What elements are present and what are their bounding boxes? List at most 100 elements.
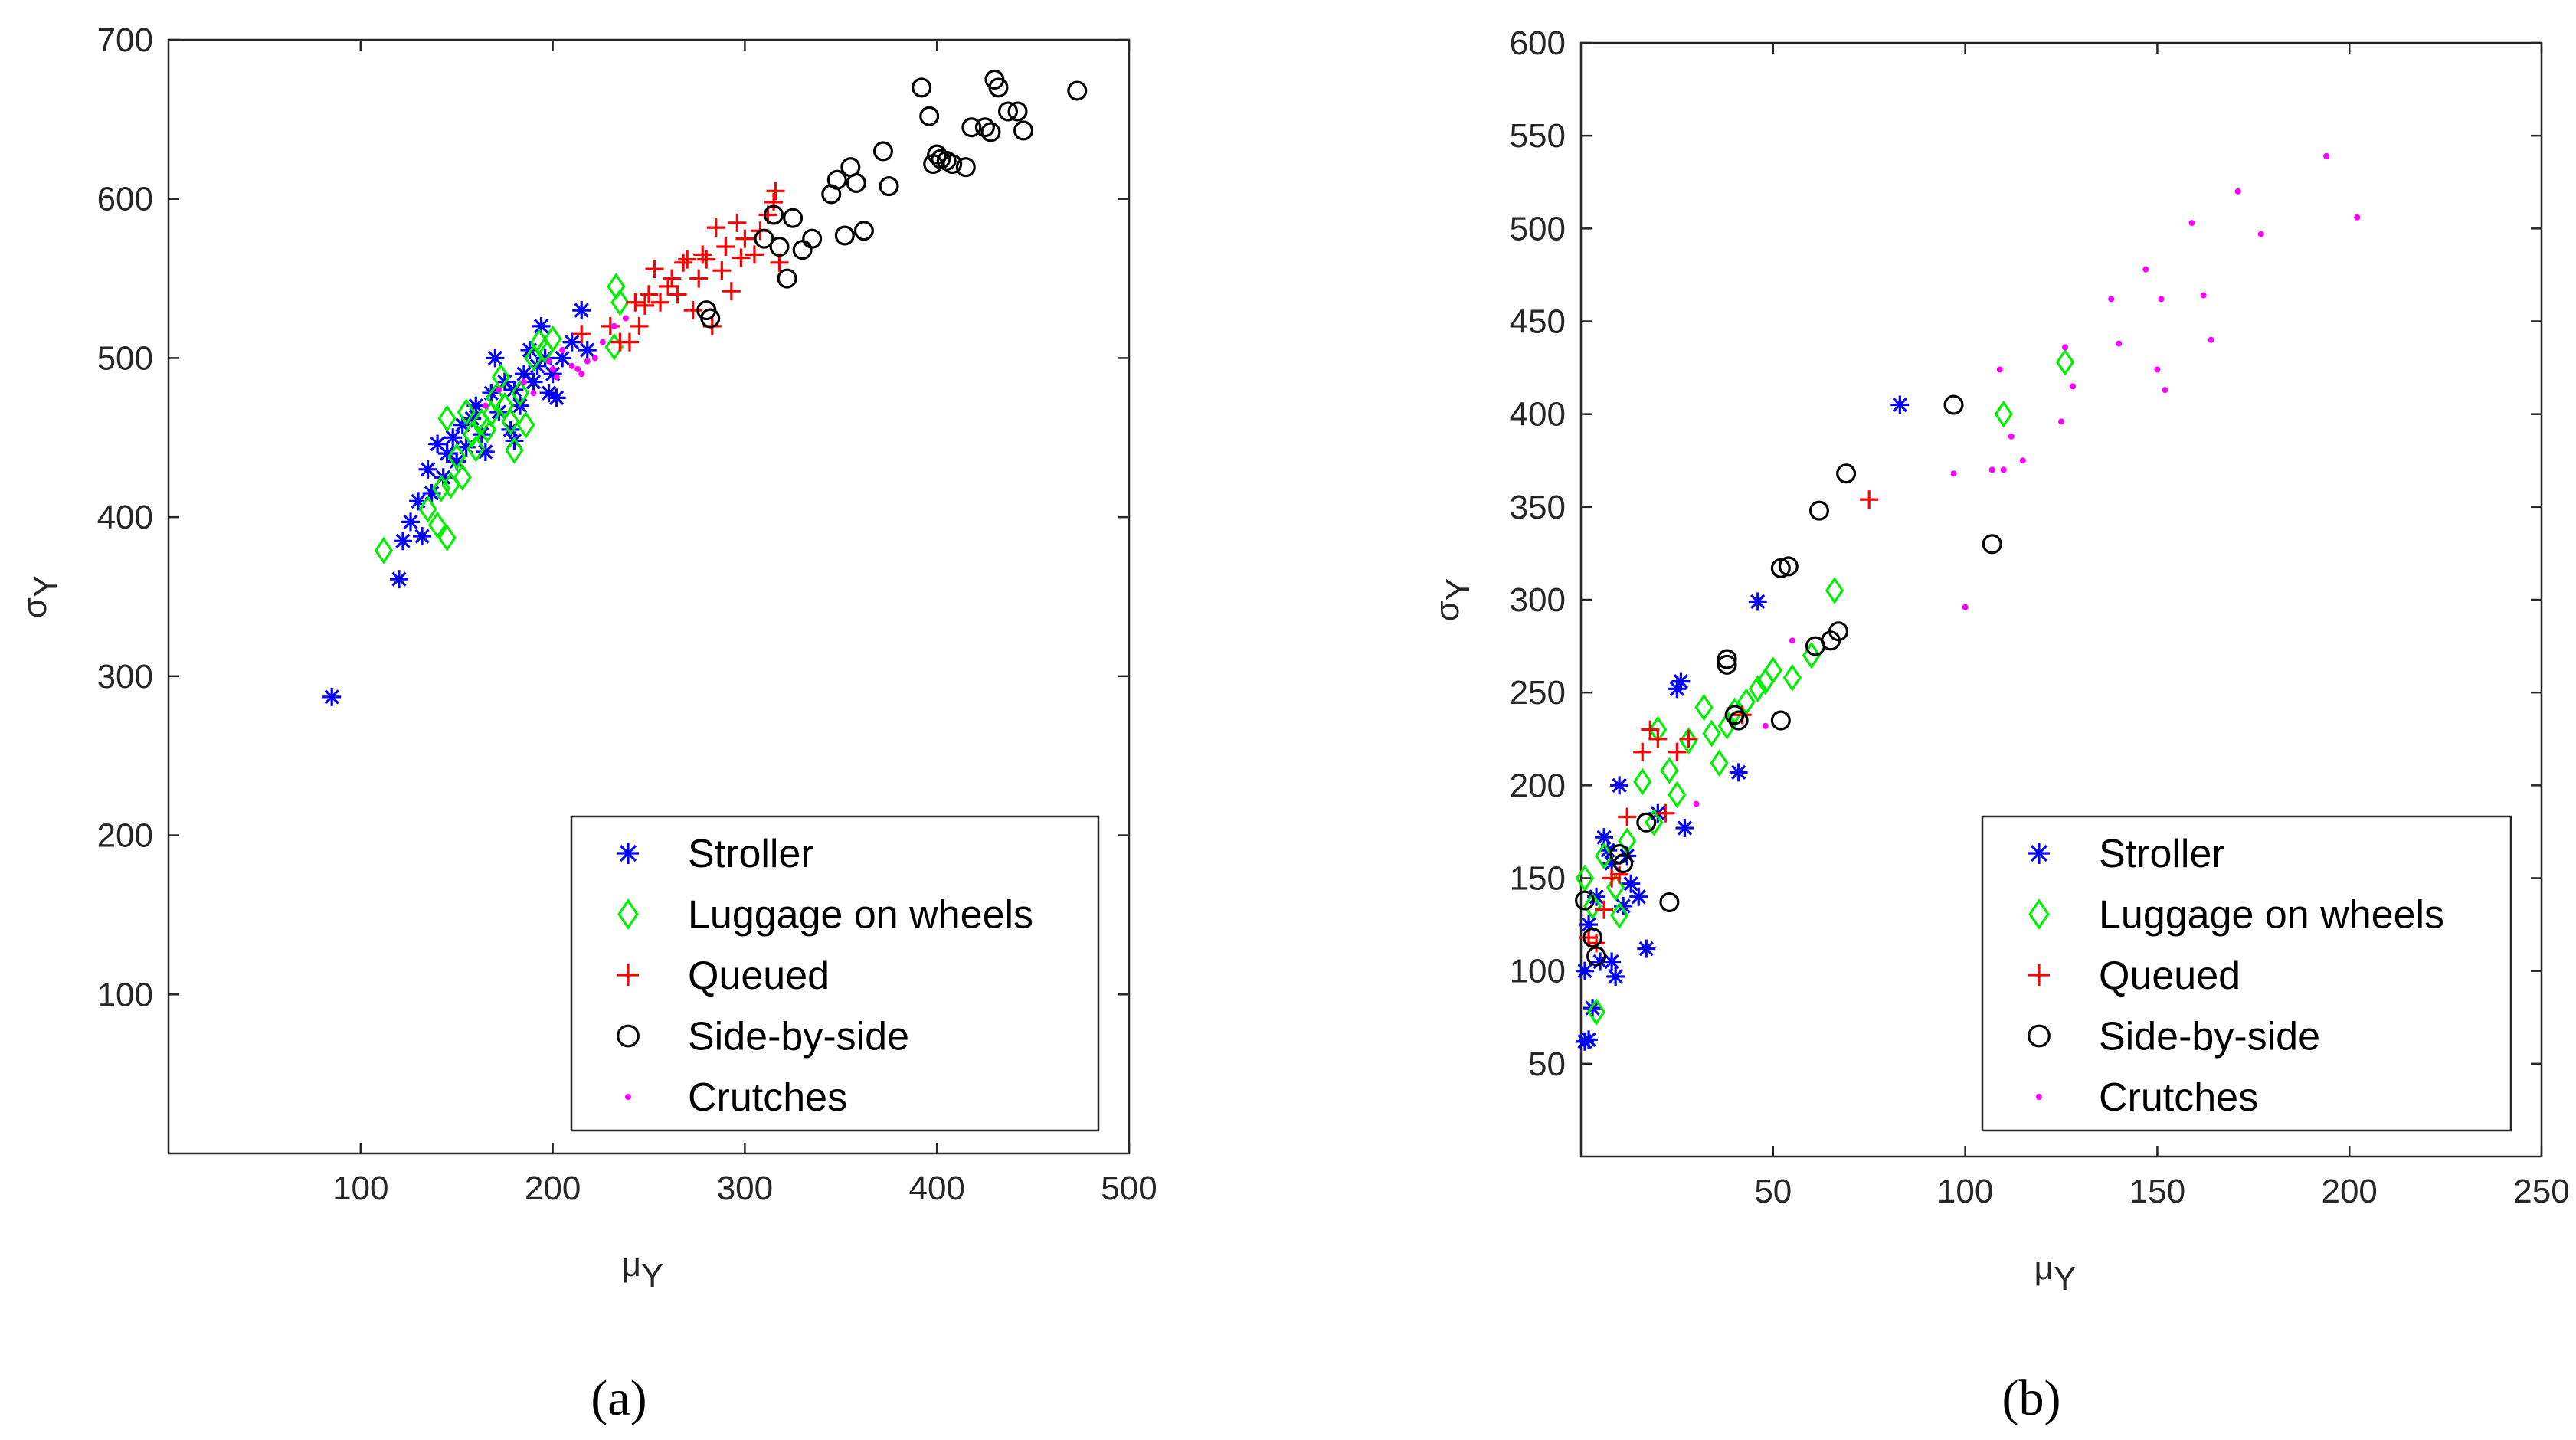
data-point: [572, 301, 591, 320]
data-point: [1668, 781, 1687, 809]
data-point: [545, 358, 552, 365]
data-point: [418, 495, 437, 523]
legend-box: [570, 815, 1100, 1132]
data-point: [1982, 534, 2002, 555]
series-queued: [572, 182, 789, 352]
data-point: [476, 442, 495, 461]
legend-marker: [617, 898, 639, 930]
x-tick-label: 200: [2321, 1173, 2377, 1210]
data-point: [1943, 394, 1964, 415]
data-point: [1736, 688, 1756, 716]
data-point: [980, 122, 1001, 142]
x-tick-label: 400: [908, 1170, 964, 1207]
data-point: [802, 228, 823, 249]
data-point: [457, 398, 476, 426]
legend-label: Crutches: [2099, 1075, 2258, 1120]
data-point: [553, 374, 560, 381]
data-point: [427, 511, 447, 539]
legend-label: Stroller: [2099, 832, 2225, 876]
data-point: [1606, 967, 1625, 986]
data-point: [712, 261, 732, 280]
data-point: [1602, 952, 1622, 971]
x-axis-label: μY: [622, 1246, 664, 1294]
data-point: [559, 347, 566, 354]
data-point: [630, 316, 649, 335]
data-point: [2000, 466, 2007, 473]
data-point: [1808, 500, 1829, 521]
data-point: [1576, 961, 1595, 980]
data-point: [562, 332, 581, 352]
data-point: [1770, 710, 1791, 731]
data-point: [635, 296, 654, 315]
data-point: [2200, 292, 2207, 299]
legend-box: [1981, 815, 2512, 1132]
data-point: [1641, 720, 1660, 739]
data-point: [486, 349, 505, 368]
data-point: [683, 301, 702, 320]
x-tick-label: 500: [1101, 1170, 1157, 1207]
y-axis-label: σY: [1429, 578, 1477, 622]
y-tick-label: 300: [1510, 581, 1566, 619]
data-point: [693, 245, 712, 264]
data-point: [432, 474, 451, 502]
data-point: [393, 532, 412, 551]
data-point: [754, 228, 774, 249]
series-crutches: [482, 315, 629, 409]
data-point: [574, 365, 581, 372]
data-point: [674, 253, 693, 272]
y-tick-label: 500: [1510, 210, 1566, 247]
data-point: [645, 260, 664, 279]
data-point: [2323, 152, 2330, 159]
chart-b: 50 100 150 200 250 50 100 150 200 250 300 350 400 450…: [1429, 25, 2570, 1298]
y-tick-label: 350: [1510, 489, 1566, 526]
data-point: [2158, 296, 2165, 303]
y-tick-label: 250: [1510, 674, 1566, 712]
data-point: [735, 229, 754, 248]
data-point: [997, 101, 1018, 122]
series-side-by-side: [1575, 394, 2002, 967]
data-point: [1802, 641, 1822, 669]
data-point: [1610, 776, 1629, 795]
data-point: [2188, 220, 2195, 227]
data-point: [1729, 763, 1748, 782]
data-point: [1860, 490, 1879, 509]
data-point: [578, 341, 597, 360]
y-tick-label: 450: [1510, 303, 1566, 341]
data-point: [482, 400, 501, 427]
data-point: [547, 388, 566, 407]
y-tick-label: 550: [1510, 117, 1566, 155]
data-point: [2019, 457, 2026, 464]
data-point: [2108, 296, 2115, 303]
data-point: [745, 245, 764, 264]
data-point: [2162, 387, 2168, 394]
series-side-by-side: [696, 69, 1088, 329]
data-point: [578, 371, 585, 378]
data-point: [1013, 120, 1034, 141]
legend-marker: [2028, 898, 2050, 930]
data-point: [732, 248, 751, 267]
data-points: [1575, 152, 2361, 1051]
data-point: [620, 332, 639, 352]
data-point: [2070, 383, 2077, 390]
data-point: [437, 524, 457, 551]
data-point: [1629, 887, 1648, 906]
series-luggage-on-wheels: [1575, 348, 2075, 1026]
data-point: [678, 250, 697, 269]
data-point: [599, 339, 606, 345]
data-point: [1583, 892, 1602, 920]
data-point: [1610, 865, 1629, 884]
data-point: [543, 325, 562, 353]
data-point: [418, 460, 437, 479]
data-point: [659, 277, 678, 296]
y-tick-label: 700: [97, 21, 153, 59]
data-point: [668, 285, 687, 304]
data-point: [1988, 466, 1995, 473]
data-point: [766, 182, 785, 201]
data-point: [1702, 719, 1721, 748]
data-point: [1728, 710, 1749, 731]
data-point: [1778, 556, 1799, 577]
data-point: [689, 269, 709, 288]
y-tick-label: 200: [1510, 767, 1566, 804]
data-point: [413, 527, 432, 546]
data-point: [453, 463, 472, 492]
